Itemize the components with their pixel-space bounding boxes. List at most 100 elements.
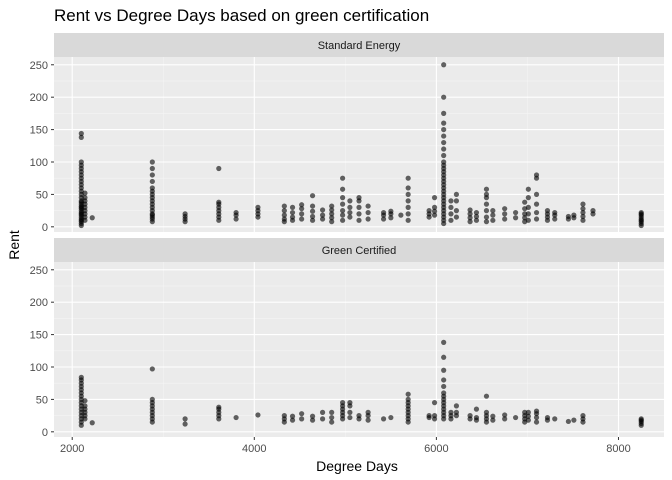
data-point <box>405 396 411 403</box>
data-point <box>380 216 387 222</box>
data-point <box>299 206 305 212</box>
facet-strip-label: Standard Energy <box>318 40 401 52</box>
data-point <box>405 211 411 217</box>
data-point <box>473 209 480 216</box>
y-tick-label: 0 <box>42 222 48 234</box>
data-point <box>340 195 346 201</box>
data-point <box>82 398 88 404</box>
data-point <box>552 209 558 216</box>
panel-background <box>54 262 664 437</box>
data-point <box>329 203 335 209</box>
data-point <box>405 204 411 210</box>
data-point <box>441 62 447 68</box>
data-point <box>483 393 490 399</box>
data-point <box>347 198 353 204</box>
data-point <box>580 201 586 207</box>
panel-1: Green Certified 0 50 100 150 200 250 <box>30 238 664 439</box>
data-point <box>405 191 411 198</box>
data-point <box>405 185 411 191</box>
data-point <box>82 403 88 409</box>
data-point <box>380 416 387 422</box>
data-point <box>299 216 305 222</box>
data-point <box>525 204 531 210</box>
data-point <box>329 207 335 213</box>
data-point <box>552 216 558 222</box>
data-point <box>483 214 490 220</box>
data-point <box>426 208 432 214</box>
y-tick-label: 250 <box>30 60 48 72</box>
data-point <box>78 134 84 140</box>
chart-title: Rent vs Degree Days based on green certi… <box>54 6 430 25</box>
data-point <box>340 175 346 181</box>
data-point <box>289 413 296 419</box>
data-point <box>309 417 316 423</box>
x-tick-label: 4000 <box>242 443 266 455</box>
data-point <box>347 409 353 415</box>
data-point <box>525 211 531 217</box>
data-point <box>580 206 586 212</box>
data-point <box>340 201 346 207</box>
data-point <box>329 409 335 415</box>
data-point <box>78 159 84 165</box>
data-point <box>571 212 577 218</box>
data-point <box>340 400 346 406</box>
data-point <box>502 206 508 212</box>
data-point <box>525 217 531 223</box>
data-point <box>525 417 531 423</box>
data-point <box>453 214 460 220</box>
data-point <box>347 214 353 220</box>
data-point <box>388 414 394 421</box>
data-point <box>309 208 316 214</box>
data-point <box>281 216 287 222</box>
data-point <box>533 191 540 198</box>
y-tick-label: 200 <box>30 92 48 104</box>
data-point <box>525 186 531 192</box>
data-point <box>522 211 528 217</box>
y-tick-label: 200 <box>30 297 48 309</box>
data-point <box>448 204 454 210</box>
data-point <box>182 211 188 217</box>
data-point <box>309 213 316 220</box>
data-points <box>78 339 644 428</box>
data-point <box>309 217 316 223</box>
data-point <box>502 416 508 422</box>
data-point <box>299 202 305 208</box>
data-point <box>490 413 496 419</box>
data-point <box>149 185 155 191</box>
data-point <box>289 204 296 210</box>
data-point <box>490 212 496 218</box>
data-point <box>289 417 296 423</box>
y-tick-label: 250 <box>30 265 48 277</box>
data-point <box>522 199 528 205</box>
data-point <box>552 416 558 422</box>
data-point <box>281 208 287 214</box>
data-point <box>281 413 287 419</box>
data-point <box>512 414 519 421</box>
data-point <box>544 414 551 421</box>
data-point <box>565 418 572 425</box>
data-point <box>453 409 460 415</box>
data-point <box>329 414 335 421</box>
data-point <box>431 413 438 419</box>
data-point <box>281 212 287 218</box>
y-tick-label: 100 <box>30 362 48 374</box>
data-point <box>388 215 394 221</box>
data-point <box>483 201 490 207</box>
data-point <box>522 409 528 415</box>
data-point <box>216 165 222 172</box>
data-point <box>502 412 508 418</box>
data-point <box>533 216 540 222</box>
data-point <box>441 126 447 133</box>
data-point <box>398 212 404 218</box>
data-point <box>490 208 496 214</box>
data-point <box>483 208 490 214</box>
data-point <box>299 411 305 417</box>
data-point <box>473 406 480 412</box>
data-point <box>448 217 454 223</box>
facet-strip <box>54 33 664 57</box>
data-point <box>441 120 447 126</box>
data-point <box>340 208 346 214</box>
data-point <box>319 207 326 213</box>
data-point <box>289 214 296 220</box>
